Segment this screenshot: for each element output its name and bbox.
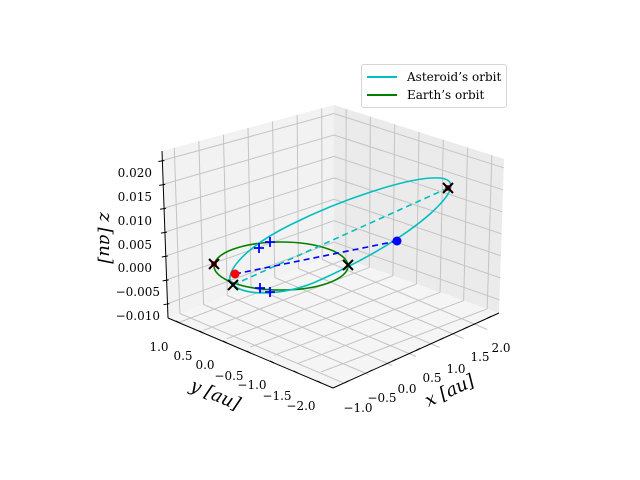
svg-text:−0.5: −0.5: [214, 369, 243, 383]
svg-text:2.0: 2.0: [491, 341, 510, 355]
svg-text:0.005: 0.005: [118, 238, 152, 252]
left-pane: [162, 105, 334, 318]
svg-text:1.0: 1.0: [149, 340, 168, 354]
legend-item-asteroid: Asteroid’s orbit: [367, 69, 501, 85]
grid-lines: [162, 108, 504, 384]
svg-text:−2.0: −2.0: [286, 399, 315, 413]
legend: Asteroid’s orbit Earth’s orbit: [361, 64, 507, 108]
svg-text:0.010: 0.010: [118, 214, 152, 228]
tick-labels: 0.020 0.015 0.010 0.005 0.000 −0.005 −0.010 1.0…: [116, 166, 511, 415]
svg-text:−1.0: −1.0: [343, 401, 372, 415]
svg-text:−0.010: −0.010: [116, 309, 160, 323]
svg-text:0.0: 0.0: [397, 382, 416, 396]
svg-text:−0.5: −0.5: [367, 391, 396, 405]
svg-text:0.0: 0.0: [195, 358, 214, 372]
axis-lines: [158, 150, 500, 389]
svg-text:−0.005: −0.005: [116, 285, 160, 299]
right-pane: [334, 105, 504, 313]
svg-text:−1.5: −1.5: [262, 389, 291, 403]
legend-label-earth: Earth’s orbit: [407, 88, 485, 102]
svg-text:−1.0: −1.0: [237, 378, 266, 392]
legend-item-earth: Earth’s orbit: [367, 87, 484, 103]
svg-text:0.5: 0.5: [173, 349, 192, 363]
asteroid-line-swatch: [367, 76, 397, 78]
z-axis-label: z [au]: [95, 211, 116, 265]
svg-text:0.5: 0.5: [422, 371, 441, 385]
earth-line-swatch: [367, 94, 397, 96]
plot-content: [208, 177, 454, 297]
legend-label-asteroid: Asteroid’s orbit: [407, 70, 502, 84]
svg-text:0.015: 0.015: [118, 190, 152, 204]
svg-text:0.000: 0.000: [118, 261, 152, 275]
svg-text:1.0: 1.0: [446, 362, 465, 376]
svg-text:1.5: 1.5: [470, 350, 489, 364]
svg-text:0.020: 0.020: [118, 166, 152, 180]
